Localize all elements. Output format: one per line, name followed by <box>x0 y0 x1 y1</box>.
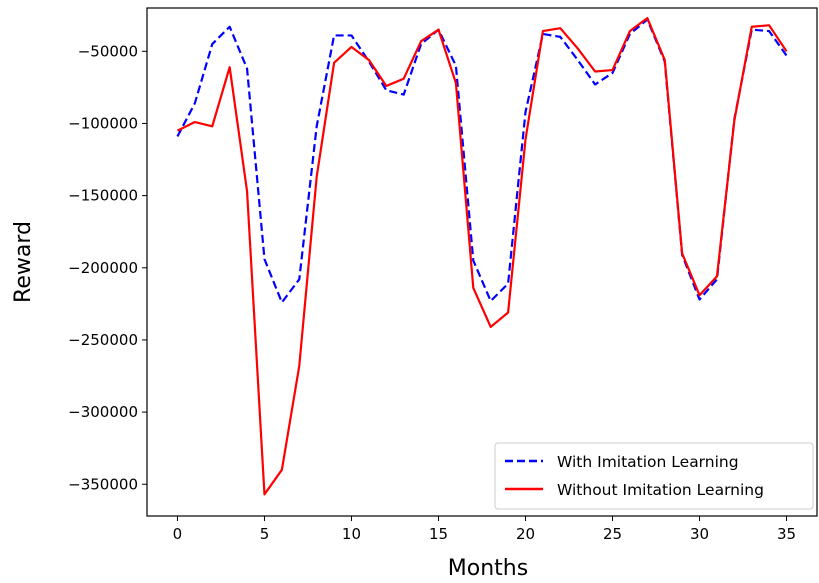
series-lines <box>176 17 788 496</box>
legend-label-without-imitation: Without Imitation Learning <box>557 481 764 499</box>
x-tick-label: 25 <box>603 525 622 543</box>
plot-area <box>146 7 818 517</box>
x-tick-label: 10 <box>342 525 361 543</box>
x-tick-label: 15 <box>429 525 448 543</box>
x-axis-label: Months <box>448 556 528 581</box>
y-tick-label: −150000 <box>68 187 138 205</box>
y-tick-label: −50000 <box>78 42 138 60</box>
y-tick-label: −250000 <box>68 331 138 349</box>
legend: With Imitation Learning Without Imitatio… <box>494 442 814 510</box>
y-axis-label: Reward <box>11 221 36 303</box>
x-axis-ticks: 0 5 10 15 20 25 30 35 <box>173 516 796 543</box>
y-axis-ticks: −350000 −300000 −250000 −200000 −150000 −1000… <box>68 42 147 493</box>
y-tick-label: −350000 <box>68 475 138 493</box>
x-tick-label: 30 <box>690 525 709 543</box>
x-tick-label: 5 <box>260 525 270 543</box>
series-line-without-imitation <box>176 17 788 496</box>
x-tick-label: 20 <box>516 525 535 543</box>
x-tick-label: 0 <box>173 525 183 543</box>
legend-box <box>494 442 814 510</box>
legend-label-with-imitation: With Imitation Learning <box>557 453 739 471</box>
y-tick-label: −300000 <box>68 403 138 421</box>
y-tick-label: −100000 <box>68 114 138 132</box>
y-tick-label: −200000 <box>68 259 138 277</box>
x-tick-label: 35 <box>777 525 796 543</box>
